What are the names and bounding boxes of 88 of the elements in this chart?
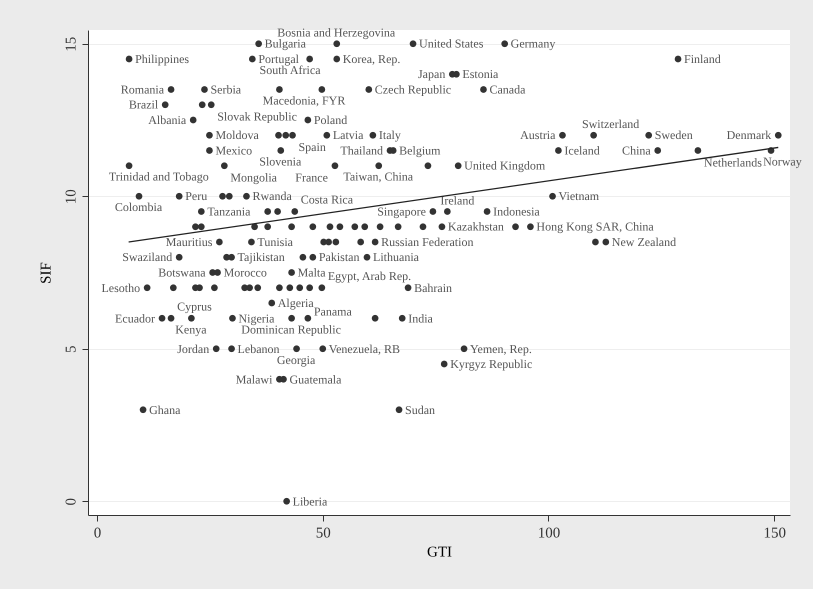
- data-label: Czech Republic: [374, 82, 452, 96]
- x-axis-title: GTI: [427, 544, 452, 560]
- data-label: Peru: [185, 189, 208, 204]
- y-tick-label: 15: [64, 36, 80, 52]
- data-label: Estonia: [462, 67, 500, 82]
- data-label: Algeria: [278, 296, 314, 310]
- data-label: Canada: [489, 82, 526, 96]
- data-label: Macedonia, FYR: [262, 93, 346, 108]
- data-label: Guatemala: [289, 372, 342, 386]
- data-label: United States: [419, 36, 484, 51]
- data-label: Latvia: [332, 128, 364, 142]
- data-label: New Zealand: [612, 234, 676, 249]
- data-label: Cyprus: [177, 299, 212, 314]
- data-label: Kazakhstan: [448, 220, 504, 234]
- data-label: Sweden: [654, 128, 693, 142]
- x-tick-label: 150: [763, 526, 786, 542]
- data-label: Moldova: [215, 128, 260, 142]
- data-label: Brazil: [128, 98, 159, 112]
- x-tick-label: 0: [94, 526, 102, 542]
- data-label: Taiwan, China: [343, 170, 414, 184]
- data-label: Costa Rica: [300, 192, 354, 206]
- data-label: Serbia: [210, 82, 242, 96]
- data-label: Rwanda: [252, 189, 292, 204]
- data-label: Switzerland: [582, 117, 640, 132]
- data-label: Italy: [378, 128, 401, 142]
- data-label: Tunisia: [257, 234, 294, 249]
- data-label: Slovak Republic: [217, 110, 297, 124]
- data-label: Trinidad and Tobago: [108, 170, 209, 184]
- x-tick-label: 100: [538, 526, 560, 542]
- data-label: Vietnam: [558, 189, 600, 204]
- data-label: Ireland: [440, 193, 474, 208]
- data-label: Venezuela, RB: [328, 342, 400, 356]
- data-label: Mauritius: [166, 234, 213, 249]
- data-label: Finland: [684, 52, 721, 66]
- data-label: Bahrain: [414, 280, 452, 295]
- data-label: Norway: [763, 154, 802, 168]
- data-label: Belgium: [399, 143, 442, 158]
- data-label: Panama: [314, 304, 353, 318]
- data-label: Singapore: [377, 204, 426, 218]
- data-label: Sudan: [405, 402, 436, 417]
- data-label: Mexico: [215, 143, 252, 158]
- data-label: Austria: [520, 128, 556, 142]
- data-label: Spain: [298, 140, 326, 154]
- data-label: Lesotho: [101, 280, 140, 295]
- y-tick-label: 10: [64, 189, 80, 204]
- data-label: Botswana: [158, 266, 206, 280]
- data-label: Liberia: [292, 494, 328, 508]
- data-label: Denmark: [726, 128, 772, 142]
- data-label: Kenya: [175, 322, 208, 336]
- data-label: Japan: [418, 67, 446, 82]
- data-label: Germany: [510, 36, 556, 51]
- data-label: Tajikistan: [238, 250, 285, 264]
- data-label: Swaziland: [122, 250, 172, 264]
- data-label: India: [408, 311, 434, 326]
- data-label: Russian Federation: [381, 234, 474, 249]
- data-label: Colombia: [114, 200, 163, 214]
- data-label: Egypt, Arab Rep.: [328, 268, 412, 283]
- x-tick-label: 50: [316, 526, 331, 542]
- data-label: France: [295, 170, 328, 185]
- data-label: Ecuador: [115, 311, 156, 326]
- data-label: Poland: [314, 112, 348, 127]
- data-label: Netherlands: [704, 155, 762, 170]
- data-label: Thailand: [340, 143, 384, 158]
- data-label: Morocco: [224, 266, 267, 280]
- data-label: Romania: [120, 82, 165, 96]
- data-label: Pakistan: [318, 250, 360, 264]
- data-label: Jordan: [177, 342, 210, 356]
- data-label: Lithuania: [372, 250, 420, 264]
- data-label: Iceland: [564, 143, 600, 158]
- data-label: Philippines: [135, 52, 190, 66]
- data-label: Mongolia: [230, 170, 278, 185]
- data-label: Malawi: [236, 372, 274, 386]
- data-label: Portugal: [258, 52, 300, 66]
- data-label: Yemen, Rep.: [470, 342, 532, 356]
- data-label: Tanzania: [207, 204, 252, 218]
- data-label: Slovenia: [259, 154, 302, 168]
- data-label: Malta: [298, 266, 326, 280]
- data-label: Ghana: [149, 402, 182, 417]
- y-tick-label: 5: [64, 346, 80, 354]
- data-label: Kyrgyz Republic: [450, 357, 532, 372]
- data-label: Korea, Rep.: [342, 52, 400, 66]
- y-axis-title: SIF: [38, 262, 54, 284]
- data-label: Albania: [148, 112, 187, 127]
- data-label: China: [622, 143, 652, 158]
- data-label: Indonesia: [493, 204, 540, 218]
- y-tick-label: 0: [64, 498, 80, 506]
- data-label: United Kingdom: [464, 158, 546, 173]
- data-label: Hong Kong SAR, China: [536, 220, 654, 234]
